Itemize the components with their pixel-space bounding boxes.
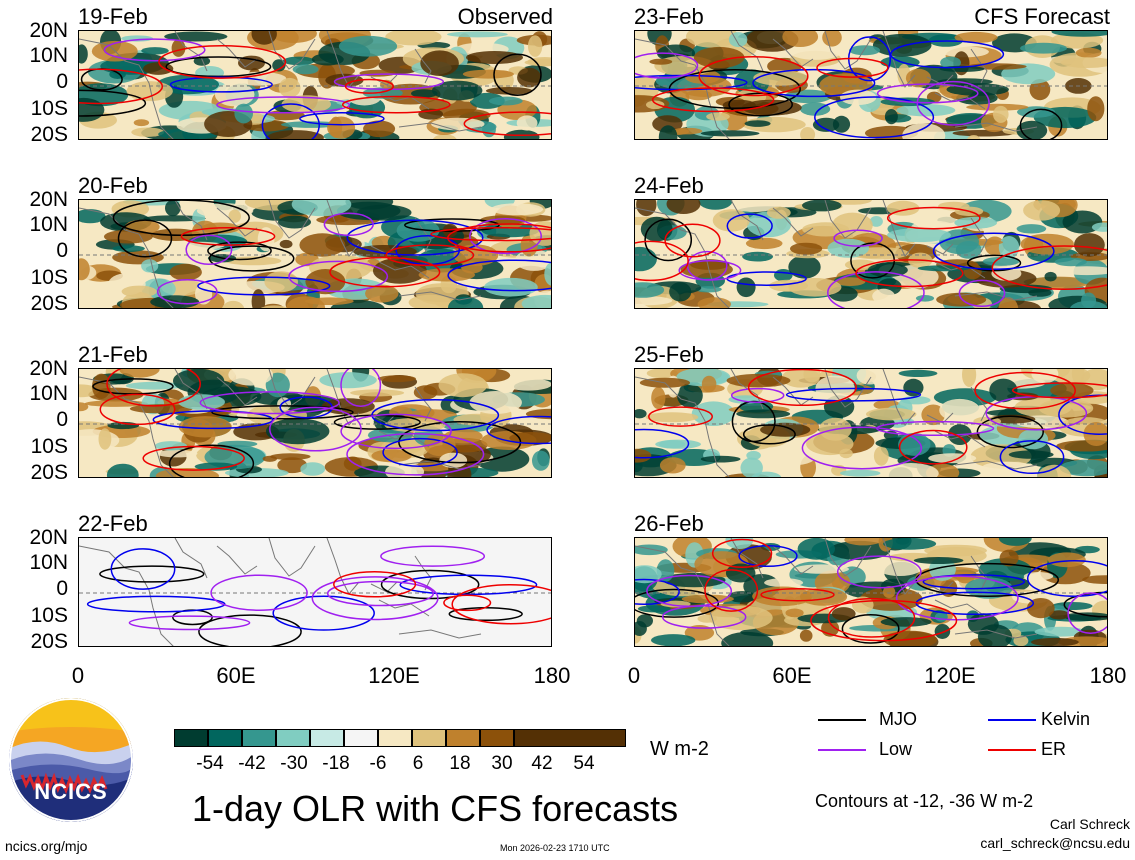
olr-map xyxy=(79,200,551,308)
lat-tick: 10N xyxy=(29,213,68,236)
colorbar-swatch xyxy=(514,729,626,747)
colorbar-swatch xyxy=(412,729,446,747)
map-panel-fc-1 xyxy=(634,30,1108,140)
colorbar-label: -30 xyxy=(280,753,308,774)
map-panel-obs-4 xyxy=(78,537,552,647)
map-panel-obs-1 xyxy=(78,30,552,140)
colorbar-swatch xyxy=(480,729,514,747)
units-label: W m-2 xyxy=(650,738,709,760)
lon-tick: 60E xyxy=(216,663,256,688)
contour-note: Contours at -12, -36 W m-2 xyxy=(815,791,1034,811)
lat-tick: 10S xyxy=(30,97,68,120)
lat-tick: 0 xyxy=(56,577,68,600)
lat-tick: 0 xyxy=(56,239,68,262)
lat-tick: 10N xyxy=(29,382,68,405)
colorbar-label: -42 xyxy=(238,753,266,774)
logo-text: NCICS xyxy=(34,779,108,804)
lon-tick: 0 xyxy=(71,663,85,688)
lon-tick: 120E xyxy=(924,663,976,688)
colorbar-label: -54 xyxy=(196,753,224,774)
lat-tick: 10S xyxy=(30,604,68,627)
legend-label-er: ER xyxy=(1041,739,1067,759)
olr-map xyxy=(79,31,551,139)
date-label-obs-1: 19-Feb xyxy=(78,4,148,29)
date-label-fc-3: 25-Feb xyxy=(634,342,704,367)
lat-tick: 10N xyxy=(29,551,68,574)
date-label-obs-3: 21-Feb xyxy=(78,342,148,367)
colorbar-label: -6 xyxy=(369,753,387,774)
colorbar-label: 30 xyxy=(491,753,513,774)
colorbar-swatch xyxy=(378,729,412,747)
date-label-fc-2: 24-Feb xyxy=(634,173,704,198)
lon-tick: 180 xyxy=(533,663,571,688)
colorbar-label: -18 xyxy=(322,753,350,774)
olr-map xyxy=(635,538,1107,646)
ncics-logo: NCICS xyxy=(8,697,134,823)
timestamp: Mon 2026-02-23 1710 UTC xyxy=(500,843,610,853)
lon-tick: 180 xyxy=(1089,663,1127,688)
colorbar-label: 42 xyxy=(531,753,553,774)
lon-tick: 0 xyxy=(627,663,641,688)
olr-map xyxy=(79,538,551,646)
colorbar-swatch xyxy=(344,729,378,747)
lat-tick: 10S xyxy=(30,266,68,289)
colorbar-swatch xyxy=(310,729,344,747)
date-label-obs-4: 22-Feb xyxy=(78,511,148,536)
colorbar-swatch xyxy=(174,729,208,747)
olr-map xyxy=(79,369,551,477)
lat-tick: 20S xyxy=(30,461,68,484)
map-panel-fc-4 xyxy=(634,537,1108,647)
lat-tick: 20N xyxy=(29,188,68,211)
legend-label-low: Low xyxy=(879,739,913,759)
lat-tick: 20N xyxy=(29,526,68,549)
forecast-header: CFS Forecast xyxy=(974,4,1110,29)
observed-header: Observed xyxy=(457,4,553,29)
legend-swatch-kelvin xyxy=(988,719,1036,721)
legend-swatch-er xyxy=(988,749,1036,751)
lat-tick: 20N xyxy=(29,357,68,380)
lat-tick: 0 xyxy=(56,70,68,93)
colorbar-label: 6 xyxy=(412,753,424,774)
olr-map xyxy=(635,31,1107,139)
legend-label-mjo: MJO xyxy=(879,709,917,729)
lat-tick: 20S xyxy=(30,630,68,653)
map-panel-obs-3 xyxy=(78,368,552,478)
lat-tick: 20S xyxy=(30,123,68,146)
legend-swatch-mjo xyxy=(818,719,866,721)
legend-swatch-low xyxy=(818,749,866,751)
map-panel-fc-3 xyxy=(634,368,1108,478)
author-name: Carl Schreck xyxy=(1049,816,1130,832)
olr-map xyxy=(635,369,1107,477)
lat-tick: 20N xyxy=(29,19,68,42)
olr-map xyxy=(635,200,1107,308)
lat-tick: 0 xyxy=(56,408,68,431)
colorbar-swatch xyxy=(208,729,242,747)
lat-tick: 20S xyxy=(30,292,68,315)
author-email[interactable]: carl_schreck@ncsu.edu xyxy=(980,835,1130,851)
date-label-fc-1: 23-Feb xyxy=(634,4,704,29)
lat-tick: 10S xyxy=(30,435,68,458)
date-label-fc-4: 26-Feb xyxy=(634,511,704,536)
map-panel-obs-2 xyxy=(78,199,552,309)
lat-tick: 10N xyxy=(29,44,68,67)
colorbar-label: 54 xyxy=(573,753,595,774)
date-label-obs-2: 20-Feb xyxy=(78,173,148,198)
legend-label-kelvin: Kelvin xyxy=(1041,709,1091,729)
site-url[interactable]: ncics.org/mjo xyxy=(5,838,88,854)
lon-tick: 120E xyxy=(368,663,420,688)
colorbar-swatch xyxy=(276,729,310,747)
colorbar-label: 18 xyxy=(449,753,471,774)
figure-title: 1-day OLR with CFS forecasts xyxy=(192,788,679,829)
colorbar-swatch xyxy=(446,729,480,747)
lon-tick: 60E xyxy=(772,663,812,688)
colorbar-swatch xyxy=(242,729,276,747)
map-panel-fc-2 xyxy=(634,199,1108,309)
